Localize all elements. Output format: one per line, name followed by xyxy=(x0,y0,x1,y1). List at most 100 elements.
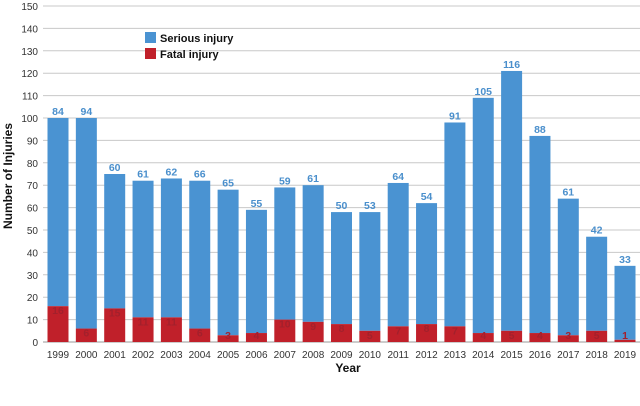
y-tick-label: 90 xyxy=(27,136,39,147)
data-label-serious-2001: 60 xyxy=(109,162,121,174)
y-tick-label: 130 xyxy=(21,47,38,58)
bar-serious-2004 xyxy=(189,180,211,329)
data-label-serious-2004: 66 xyxy=(194,169,206,181)
legend-label-serious: Serious injury xyxy=(160,33,234,45)
bar-serious-2010 xyxy=(359,212,381,331)
y-tick-label: 30 xyxy=(27,271,39,282)
bar-serious-2012 xyxy=(416,203,438,325)
x-tick-label: 2013 xyxy=(444,350,467,361)
x-tick-label: 2014 xyxy=(472,350,495,361)
bar-fatal-2004 xyxy=(189,328,211,342)
x-tick-label: 2006 xyxy=(245,350,268,361)
y-tick-label: 70 xyxy=(27,181,39,192)
bar-fatal-2005 xyxy=(217,335,239,342)
bar-fatal-2003 xyxy=(160,317,182,342)
x-tick-label: 2011 xyxy=(387,350,409,361)
data-label-serious-2015: 116 xyxy=(503,59,520,71)
data-labels: 8416946601561116211666653554591061950853… xyxy=(52,59,631,342)
x-tick-label: 2019 xyxy=(614,350,637,361)
data-label-serious-2014: 105 xyxy=(474,86,492,98)
bar-fatal-2000 xyxy=(75,328,97,342)
data-label-fatal-2012: 8 xyxy=(424,323,430,335)
x-tick-label: 2000 xyxy=(75,350,98,361)
y-tick-label: 110 xyxy=(22,92,38,103)
bar-serious-2007 xyxy=(274,187,296,320)
x-tick-label: 2018 xyxy=(586,350,609,361)
data-label-fatal-2010: 5 xyxy=(367,330,373,342)
y-tick-label: 120 xyxy=(21,69,38,80)
bar-fatal-1999 xyxy=(47,306,69,342)
data-label-serious-2005: 65 xyxy=(222,178,234,190)
x-tick-label: 2009 xyxy=(330,350,353,361)
y-tick-label: 40 xyxy=(27,248,39,259)
data-label-serious-2012: 54 xyxy=(421,191,433,203)
bar-fatal-2018 xyxy=(586,330,608,342)
data-label-fatal-2007: 10 xyxy=(279,319,291,331)
data-label-serious-2018: 42 xyxy=(591,225,603,237)
data-label-fatal-2008: 9 xyxy=(310,321,316,333)
data-label-fatal-2006: 4 xyxy=(254,330,260,342)
data-label-serious-2017: 61 xyxy=(562,187,574,199)
bar-serious-2000 xyxy=(75,118,97,329)
y-tick-label: 0 xyxy=(32,338,38,349)
y-tick-label: 20 xyxy=(27,293,39,304)
x-tick-label: 2017 xyxy=(557,350,580,361)
data-label-fatal-2013: 7 xyxy=(452,325,458,337)
bar-serious-2014 xyxy=(472,97,494,334)
data-label-serious-2019: 33 xyxy=(619,254,631,266)
data-label-fatal-2003: 11 xyxy=(166,316,177,328)
bar-fatal-2001 xyxy=(104,308,126,342)
bar-serious-2018 xyxy=(586,236,608,331)
data-label-fatal-2000: 6 xyxy=(83,328,89,340)
y-tick-label: 100 xyxy=(21,114,38,125)
bar-fatal-2016 xyxy=(529,333,551,342)
bar-fatal-2013 xyxy=(444,326,466,342)
x-tick-label: 2007 xyxy=(274,350,297,361)
x-tick-label: 2008 xyxy=(302,350,325,361)
data-label-serious-2007: 59 xyxy=(279,175,291,187)
data-label-serious-2016: 88 xyxy=(534,124,546,136)
x-tick-label: 2002 xyxy=(132,350,155,361)
data-label-serious-2009: 50 xyxy=(336,200,348,212)
x-tick-label: 2016 xyxy=(529,350,552,361)
x-axis-title: Year xyxy=(335,361,361,375)
bar-fatal-2010 xyxy=(359,330,381,342)
bar-fatal-2012 xyxy=(416,324,438,342)
bar-fatal-2008 xyxy=(302,321,324,342)
bar-serious-2019 xyxy=(614,265,636,340)
bar-serious-2009 xyxy=(331,212,352,325)
bar-fatal-2015 xyxy=(501,330,523,342)
data-label-fatal-2014: 4 xyxy=(480,330,486,342)
data-label-fatal-2019: 1 xyxy=(622,330,628,342)
bar-serious-2005 xyxy=(217,189,239,336)
bar-fatal-2017 xyxy=(557,335,579,342)
x-tick-label: 2001 xyxy=(104,350,127,361)
x-tick-label: 1999 xyxy=(47,350,70,361)
bar-serious-2015 xyxy=(501,70,523,331)
data-label-serious-2002: 61 xyxy=(137,169,149,181)
y-tick-label: 60 xyxy=(27,204,39,215)
y-tick-label: 80 xyxy=(27,159,39,170)
data-label-serious-2010: 53 xyxy=(364,200,376,212)
data-label-serious-1999: 84 xyxy=(52,106,64,118)
bar-serious-2002 xyxy=(132,180,154,318)
y-tick-label: 140 xyxy=(21,24,38,35)
x-tick-label: 2004 xyxy=(189,350,212,361)
data-label-fatal-2002: 11 xyxy=(137,316,148,328)
data-label-serious-2000: 94 xyxy=(81,106,93,118)
data-label-fatal-2016: 4 xyxy=(537,330,543,342)
x-tick-label: 2005 xyxy=(217,350,240,361)
legend: Serious injury Fatal injury xyxy=(145,32,234,61)
data-label-serious-2003: 62 xyxy=(166,166,178,178)
x-tick-labels: 1999 2000 2001 2002 2003 2004 2005 2006 2007 2008… xyxy=(47,350,637,361)
data-label-fatal-2004: 6 xyxy=(197,328,203,340)
bar-serious-2008 xyxy=(302,185,324,322)
legend-label-fatal: Fatal injury xyxy=(160,49,220,61)
data-label-fatal-2001: 15 xyxy=(109,307,121,319)
data-label-fatal-2011: 7 xyxy=(395,325,401,337)
bar-serious-2013 xyxy=(444,122,466,327)
bar-serious-2011 xyxy=(387,182,409,327)
bar-fatal-2009 xyxy=(331,324,352,342)
data-label-fatal-2009: 8 xyxy=(339,323,345,335)
bar-serious-2016 xyxy=(529,135,551,334)
